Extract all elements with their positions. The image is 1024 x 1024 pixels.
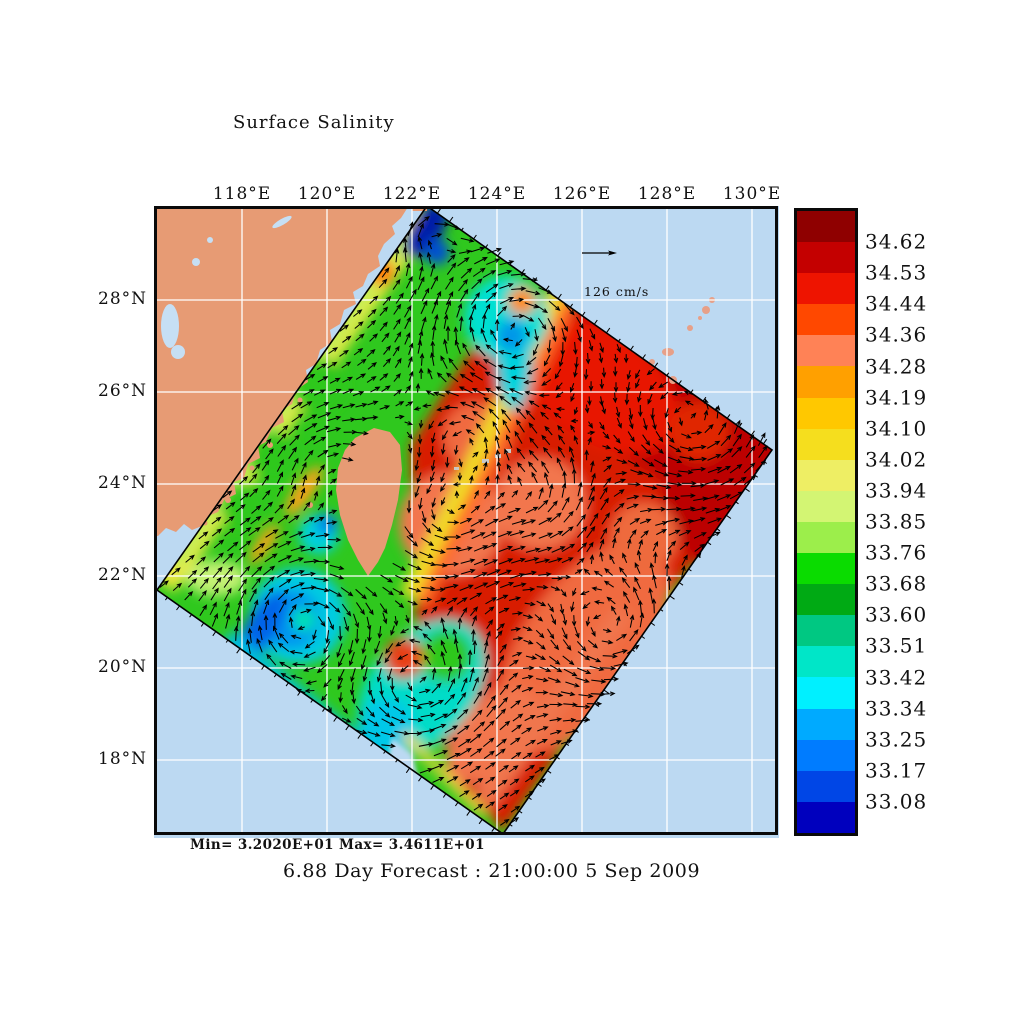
colorbar-band	[797, 211, 855, 243]
colorbar-band	[797, 366, 855, 398]
lon-tick-label: 130°E	[722, 184, 782, 204]
colorbar-level-label: 33.85	[865, 509, 928, 534]
colorbar-level-label: 33.25	[865, 727, 928, 752]
colorbar-level-label: 33.51	[865, 633, 928, 658]
lon-tick-label: 122°E	[382, 184, 442, 204]
lat-tick-label: 22°N	[98, 565, 148, 585]
colorbar-band	[797, 584, 855, 616]
colorbar-level-label: 33.34	[865, 696, 928, 721]
colorbar-band	[797, 553, 855, 585]
colorbar-band	[797, 242, 855, 274]
colorbar-band	[797, 335, 855, 367]
lon-tick-label: 128°E	[637, 184, 697, 204]
map-frame	[154, 206, 778, 835]
land-layer	[157, 209, 715, 576]
colorbar-band	[797, 304, 855, 336]
vector-scale-label: 126 cm/s	[584, 284, 649, 299]
lat-tick-label: 18°N	[98, 749, 148, 769]
colorbar-band	[797, 615, 855, 647]
field-min-max: Min= 3.2020E+01 Max= 3.4611E+01	[190, 837, 485, 853]
colorbar-band	[797, 397, 855, 429]
lon-tick-label: 120°E	[297, 184, 357, 204]
colorbar-band	[797, 770, 855, 802]
vector-scale: 126 cm/s	[582, 250, 649, 299]
colorbar-level-label: 33.42	[865, 665, 928, 690]
colorbar-level-label: 34.36	[865, 322, 928, 347]
colorbar-band	[797, 521, 855, 554]
colorbar-level-label: 33.60	[865, 602, 928, 627]
forecast-caption: 6.88 Day Forecast : 21:00:00 5 Sep 2009	[283, 860, 701, 882]
colorbar-band	[797, 490, 855, 522]
colorbar-level-label: 34.44	[865, 291, 928, 316]
lat-tick-label: 20°N	[98, 657, 148, 677]
colorbar-level-label: 33.94	[865, 478, 928, 503]
lon-tick-label: 124°E	[467, 184, 527, 204]
colorbar-band	[797, 646, 855, 678]
colorbar-level-label: 34.62	[865, 229, 928, 254]
colorbar-level-label: 34.10	[865, 416, 928, 441]
colorbar-band	[797, 459, 855, 491]
colorbar-level-label: 34.02	[865, 447, 928, 472]
model-domain-outline	[157, 209, 774, 833]
colorbar-level-label: 34.53	[865, 260, 928, 285]
mainland-lakes	[161, 215, 292, 359]
colorbar-level-label: 34.19	[865, 385, 928, 410]
mainland-china	[157, 209, 407, 536]
lat-tick-label: 28°N	[98, 289, 148, 309]
lon-tick-label: 126°E	[552, 184, 612, 204]
colorbar-band	[797, 428, 855, 460]
current-vectors	[159, 209, 768, 832]
colorbar-band	[797, 708, 855, 740]
colorbar-band	[797, 677, 855, 709]
taiwan-island	[336, 428, 402, 576]
colorbar-level-label: 33.17	[865, 758, 928, 783]
colorbar-band	[797, 273, 855, 305]
lat-tick-label: 24°N	[98, 473, 148, 493]
colorbar-level-label: 33.76	[865, 540, 928, 565]
scale-arrowhead	[608, 250, 617, 256]
colorbar	[794, 208, 858, 836]
map-plot: 126 cm/s	[154, 206, 779, 838]
colorbar-level-label: 33.68	[865, 571, 928, 596]
colorbar-band	[797, 801, 855, 833]
colorbar-band	[797, 739, 855, 771]
colorbar-level-label: 33.08	[865, 789, 928, 814]
plot-title: Surface Salinity	[233, 112, 395, 133]
lon-tick-label: 118°E	[212, 184, 272, 204]
lat-tick-label: 26°N	[98, 381, 148, 401]
colorbar-level-label: 34.28	[865, 354, 928, 379]
